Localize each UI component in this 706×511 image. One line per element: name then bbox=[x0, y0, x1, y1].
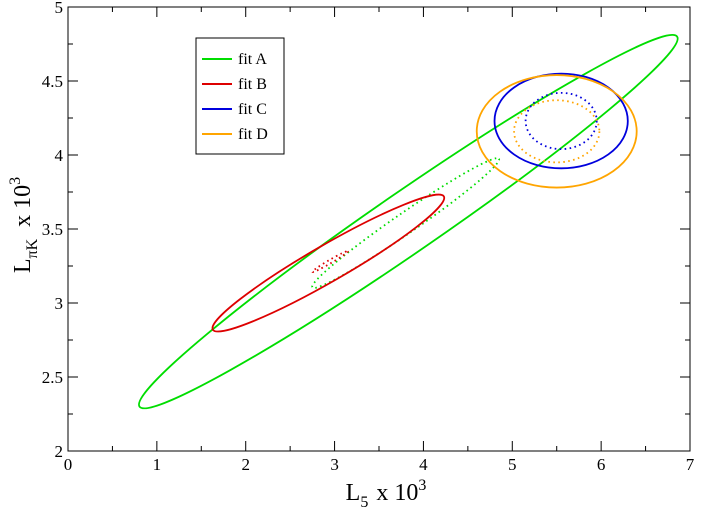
fit-d-dotted-ellipse bbox=[513, 99, 601, 164]
legend-label: fit B bbox=[238, 76, 267, 93]
y-tick-label: 4.5 bbox=[42, 72, 63, 91]
plot-area bbox=[138, 34, 679, 410]
y-tick-label: 2 bbox=[55, 442, 64, 461]
x-tick-label: 3 bbox=[330, 455, 339, 474]
x-tick-label: 6 bbox=[597, 455, 606, 474]
fit-c-solid-ellipse bbox=[493, 72, 629, 170]
x-axis-title: L5 x 103 bbox=[346, 477, 427, 511]
fit-a-dotted-ellipse bbox=[311, 157, 501, 289]
y-tick-label: 3.5 bbox=[42, 220, 63, 239]
fit-b-dotted-ellipse bbox=[311, 250, 349, 273]
legend-label: fit D bbox=[238, 126, 268, 143]
x-tick-label: 1 bbox=[153, 455, 162, 474]
legend: fit A fit B fit C fit D bbox=[195, 37, 285, 155]
legend-label: fit C bbox=[238, 101, 267, 118]
y-tick-label: 3 bbox=[55, 294, 64, 313]
x-tick-label: 5 bbox=[508, 455, 517, 474]
y-axis-title: LπKx 103 bbox=[7, 177, 41, 273]
fit-c-dotted-ellipse bbox=[524, 91, 598, 150]
legend-label: fit A bbox=[238, 51, 267, 68]
x-tick-label: 0 bbox=[64, 455, 73, 474]
fit-a-solid-ellipse bbox=[138, 34, 679, 410]
fit-d-solid-ellipse bbox=[475, 74, 638, 189]
y-tick-label: 2.5 bbox=[42, 368, 63, 387]
x-tick-label: 2 bbox=[241, 455, 250, 474]
y-tick-label: 5 bbox=[55, 0, 64, 17]
fit-b-solid-ellipse bbox=[211, 193, 446, 333]
x-tick-label: 7 bbox=[686, 455, 695, 474]
x-tick-label: 4 bbox=[419, 455, 428, 474]
axis-ticks: 0 1 2 3 4 5 6 7 2 2.5 3 3.5 4 4.5 5 bbox=[42, 0, 695, 474]
y-tick-label: 4 bbox=[55, 146, 64, 165]
plot-frame bbox=[67, 6, 691, 452]
